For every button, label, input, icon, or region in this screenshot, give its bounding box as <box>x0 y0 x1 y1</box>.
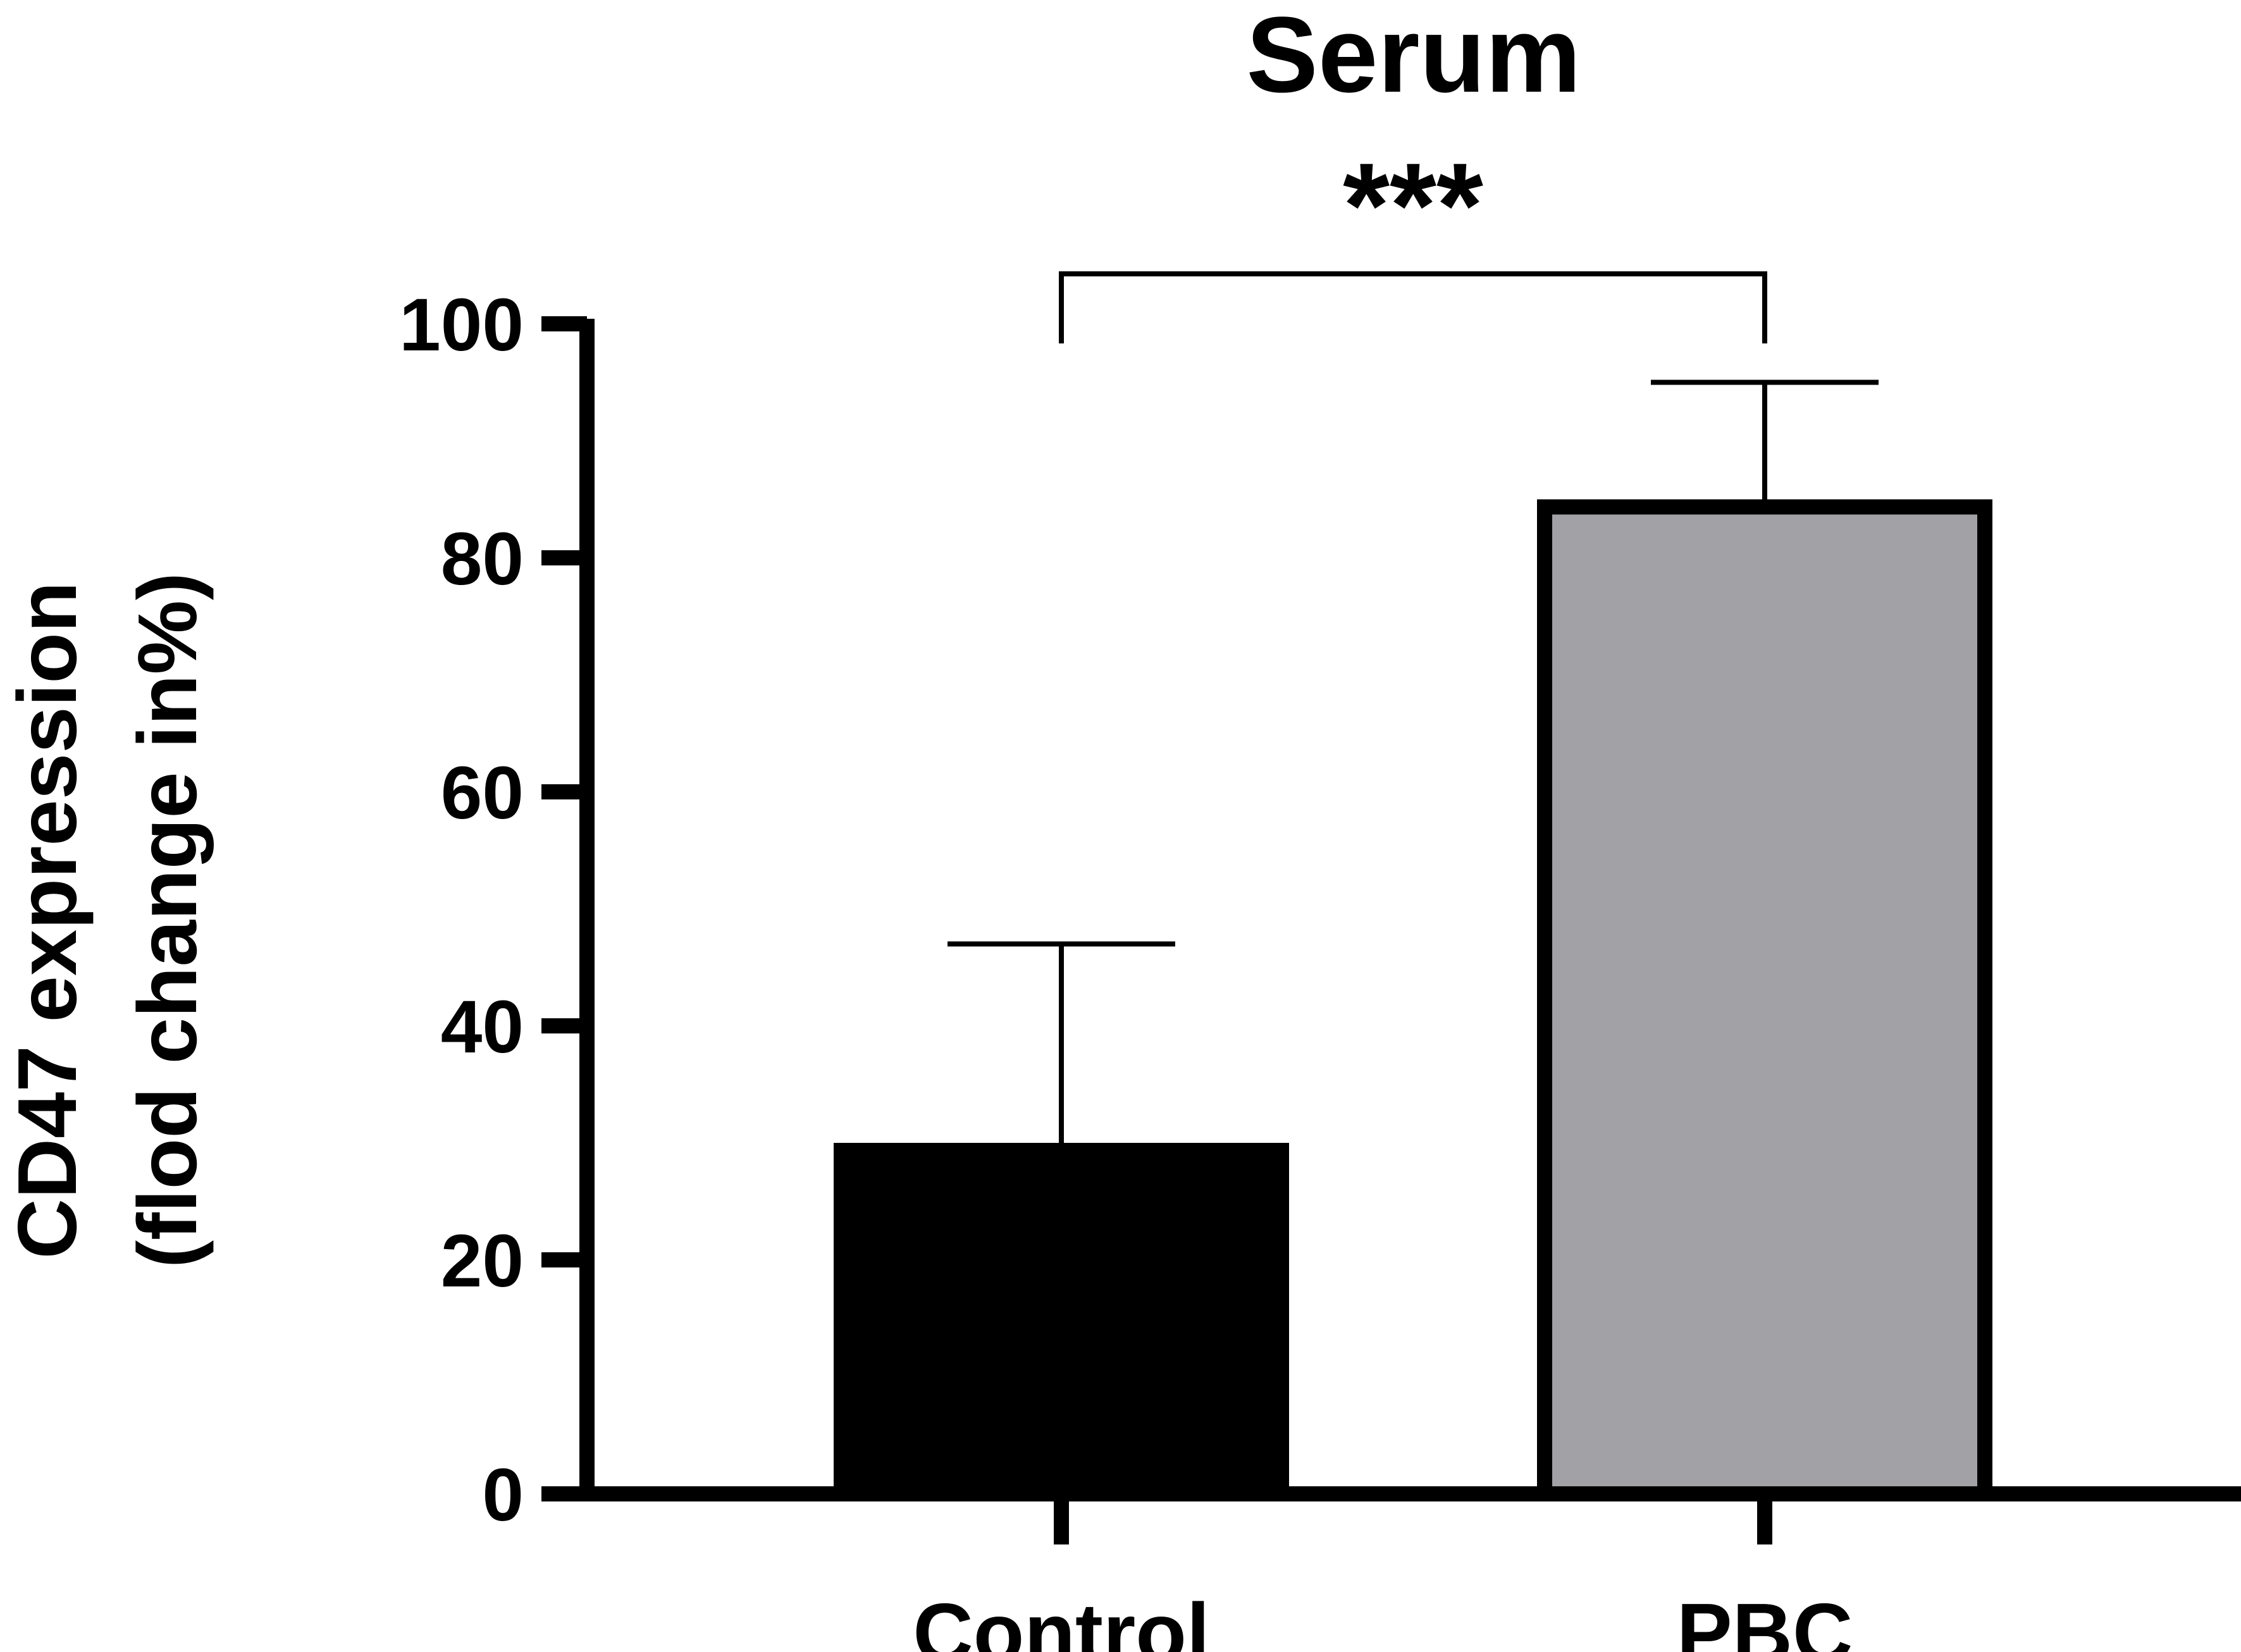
significance-bracket <box>1059 271 1767 343</box>
significance-label: *** <box>1343 139 1483 273</box>
plot-area: 0 20 40 60 80 100 Control PBC *** <box>399 139 2241 1652</box>
y-tick-label-80: 80 <box>441 517 524 601</box>
y-tick-label-40: 40 <box>441 985 524 1069</box>
y-tick-label-0: 0 <box>482 1453 524 1537</box>
x-tick-label-pbc: PBC <box>1677 1586 1853 1652</box>
y-tick-label-100: 100 <box>399 283 524 367</box>
y-axis-label: CD47 expression (flod change in%) <box>1 572 214 1268</box>
bar-control <box>834 1143 1289 1494</box>
bar-pbc <box>1537 499 1992 1501</box>
chart-title: Serum <box>1246 0 1581 115</box>
y-tick-label-60: 60 <box>441 751 524 835</box>
y-tick-label-20: 20 <box>441 1219 524 1303</box>
y-axis-label-line-1: CD47 expression <box>1 581 94 1259</box>
x-tick-label-control: Control <box>913 1586 1209 1652</box>
y-axis-label-line-2: (flod change in%) <box>121 572 214 1268</box>
